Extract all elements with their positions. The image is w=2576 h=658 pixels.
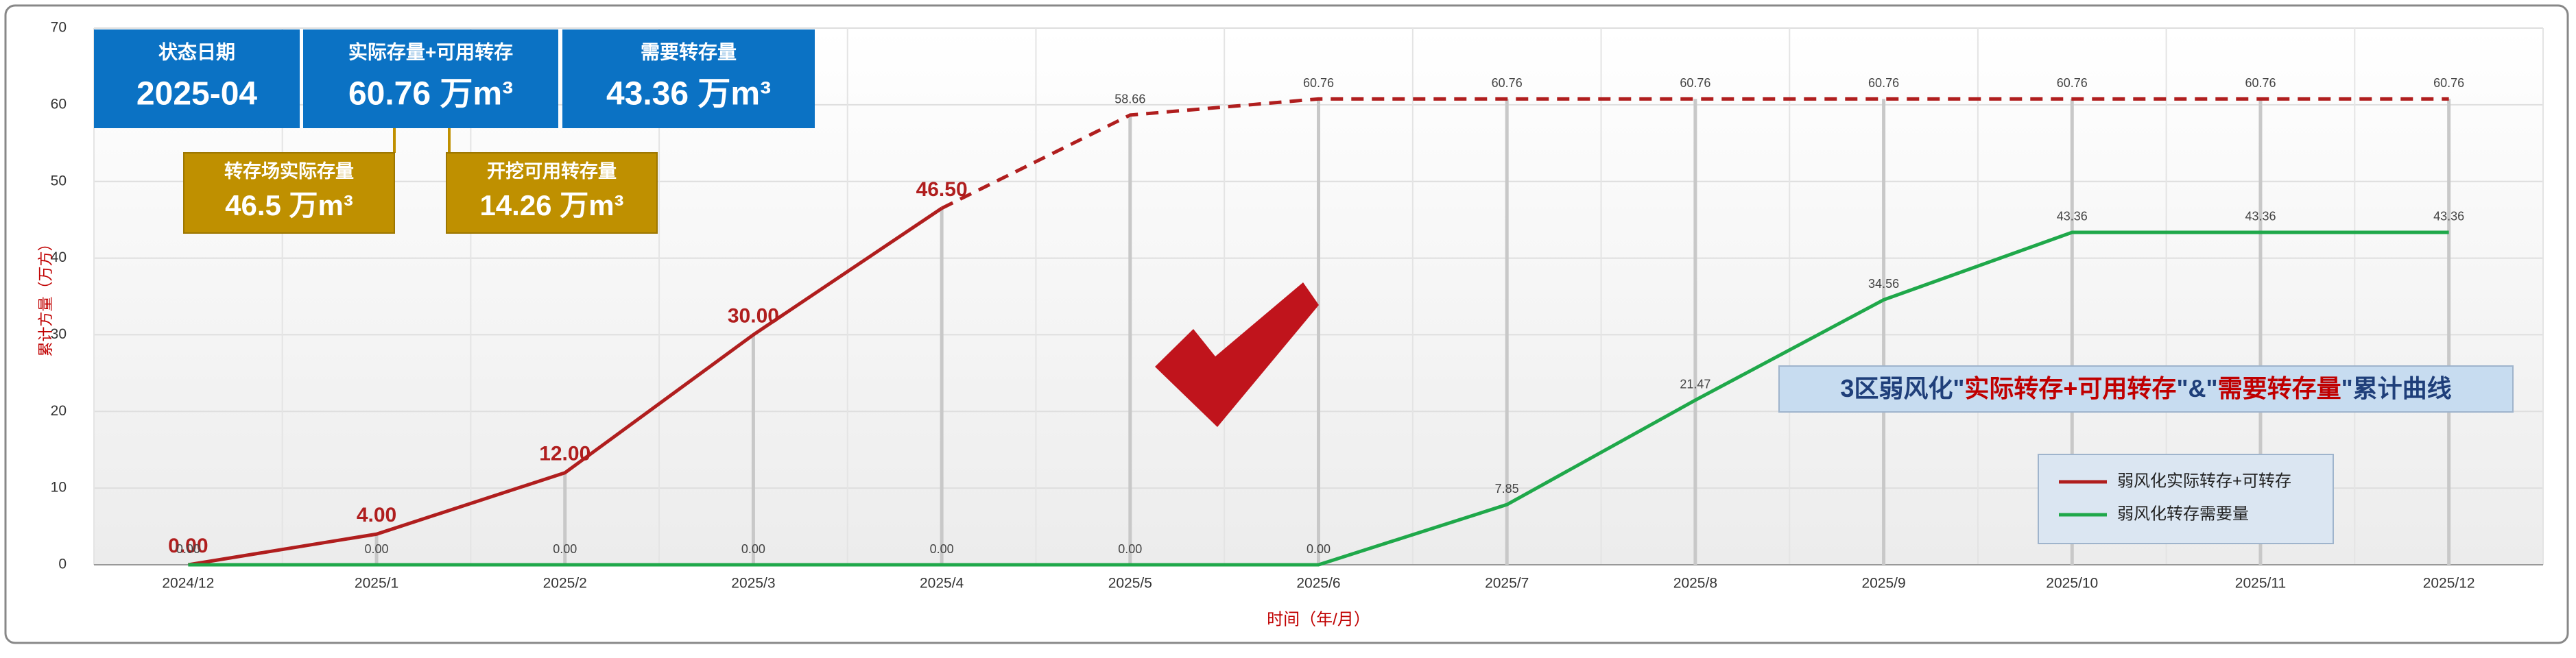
- data-label: 12.00: [539, 443, 591, 465]
- x-tick-label: 2025/2: [543, 576, 587, 592]
- marks: [187, 97, 2451, 567]
- sub-box-label: 开挖可用转存量: [487, 160, 617, 182]
- series-line: [188, 230, 2449, 567]
- data-label: 0.00: [1118, 542, 1142, 556]
- data-label: 60.76: [1868, 76, 1899, 90]
- sub-box-value: 46.5 万m³: [225, 189, 353, 221]
- x-tick-label: 2025/7: [1485, 576, 1529, 592]
- sub-box-value: 14.26 万m³: [479, 189, 623, 221]
- data-label: 21.47: [1680, 378, 1710, 391]
- info-box-label: 实际存量+可用转存: [348, 40, 513, 62]
- sub-box: [446, 152, 658, 234]
- sub-box-label: 转存场实际存量: [224, 160, 354, 182]
- title-segment: 3区弱风化": [1840, 374, 1964, 402]
- labels: 0 10 20 30 40 50 60 70 2024/12 2025/1 2025/2 2025/3…: [37, 20, 2475, 629]
- legend-label: 弱风化转存需要量: [2117, 504, 2249, 523]
- x-tick-label: 2024/12: [162, 576, 214, 592]
- x-axis-label: 时间（年/月）: [1267, 610, 1370, 629]
- title-segment: "累计曲线: [2341, 374, 2452, 402]
- data-label: 60.76: [1492, 76, 1523, 90]
- data-label: 4.00: [357, 504, 396, 526]
- data-label: 7.85: [1495, 482, 1519, 496]
- data-label: 0.00: [741, 542, 765, 556]
- x-tick-label: 2025/9: [1861, 576, 1905, 592]
- x-tick-label: 2025/5: [1108, 576, 1152, 592]
- y-tick-label: 10: [51, 480, 67, 496]
- title-segment: 实际转存+可用转存: [1964, 374, 2176, 402]
- info-box-value: 43.36 万m³: [606, 76, 771, 112]
- x-tick-label: 2025/12: [2423, 576, 2475, 592]
- data-label: 0.00: [365, 542, 389, 556]
- x-tick-label: 2025/11: [2235, 576, 2286, 592]
- info-box-value: 60.76 万m³: [348, 76, 513, 112]
- series-line: [187, 206, 943, 567]
- info-box: [303, 29, 558, 128]
- data-label: 60.76: [2433, 76, 2464, 90]
- info-boxes: 状态日期 2025-04 实际存量+可用转存 60.76 万m³ 需要转存量 43.36 …: [94, 29, 815, 234]
- series-line: [941, 97, 2449, 210]
- chart-title: 3区弱风化"实际转存+可用转存"&"需要转存量"累计曲线: [1840, 374, 2451, 402]
- data-label: 43.36: [2245, 210, 2276, 223]
- data-label: 0.00: [168, 535, 208, 557]
- x-tick-label: 2025/8: [1673, 576, 1717, 592]
- x-tick-label: 2025/4: [920, 576, 964, 592]
- title-box: [1778, 365, 2514, 413]
- data-label: 34.56: [1868, 277, 1899, 291]
- y-axis-label: 累计方量（万方）: [37, 236, 54, 356]
- y-tick-label: 40: [51, 249, 67, 265]
- legend-label: 弱风化实际转存+可转存: [2117, 472, 2291, 490]
- info-box: [562, 29, 815, 128]
- check-mark: [1155, 282, 1319, 427]
- data-label: 60.76: [2057, 76, 2088, 90]
- y-tick-label: 70: [51, 20, 67, 36]
- y-tick-label: 30: [51, 326, 67, 342]
- data-label: 0.00: [553, 542, 577, 556]
- data-label: 58.66: [1114, 93, 1145, 106]
- info-box: [94, 29, 300, 128]
- title-segment: "&": [2176, 374, 2217, 402]
- data-label: 30.00: [728, 304, 779, 327]
- x-tick-label: 2025/3: [731, 576, 775, 592]
- y-tick-label: 0: [58, 557, 67, 572]
- info-box-value: 2025-04: [136, 76, 257, 112]
- data-label: 43.36: [2433, 210, 2464, 223]
- data-label: 43.36: [2057, 210, 2088, 223]
- y-tick-label: 20: [51, 403, 67, 419]
- info-box-label: 状态日期: [158, 41, 235, 62]
- x-tick-label: 2025/1: [355, 576, 398, 592]
- data-label: 60.76: [2245, 76, 2276, 90]
- data-label: 46.50: [916, 178, 968, 201]
- title-box: 3区弱风化"实际转存+可用转存"&"需要转存量"累计曲线: [1778, 365, 2514, 413]
- x-tick-label: 2025/6: [1296, 576, 1340, 592]
- data-label: 60.76: [1680, 76, 1710, 90]
- y-tick-label: 50: [51, 173, 67, 188]
- legend-box: [2038, 454, 2334, 544]
- data-label: 60.76: [1303, 76, 1334, 90]
- sub-box: [183, 152, 395, 234]
- y-tick-label: 60: [51, 96, 67, 112]
- title-segment: 需要转存量: [2218, 374, 2341, 402]
- data-label: 0.00: [1307, 542, 1331, 556]
- x-tick-label: 2025/10: [2046, 576, 2098, 592]
- data-label: 0.00: [930, 542, 954, 556]
- data-label: 0.00: [176, 542, 200, 556]
- info-box-label: 需要转存量: [641, 40, 737, 62]
